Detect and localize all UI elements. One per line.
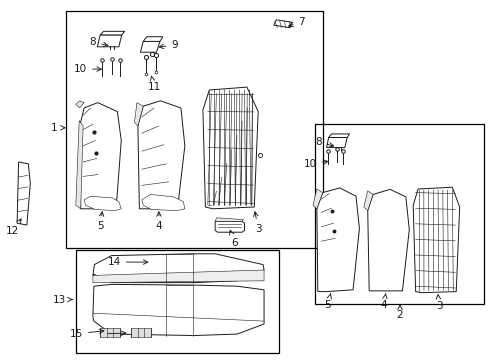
Polygon shape	[142, 194, 184, 211]
Polygon shape	[76, 121, 83, 209]
Text: 1: 1	[51, 123, 58, 133]
Polygon shape	[17, 162, 30, 225]
Text: 4: 4	[155, 212, 162, 231]
Polygon shape	[84, 196, 121, 211]
Polygon shape	[215, 221, 244, 232]
Polygon shape	[215, 218, 243, 221]
Text: 3: 3	[435, 294, 442, 311]
Polygon shape	[312, 189, 322, 209]
Polygon shape	[97, 35, 122, 47]
Polygon shape	[363, 191, 372, 211]
Text: 15: 15	[70, 329, 103, 339]
Polygon shape	[203, 87, 258, 209]
Text: 5: 5	[324, 294, 331, 310]
Text: 4: 4	[380, 294, 386, 310]
Polygon shape	[100, 31, 124, 35]
Polygon shape	[93, 284, 264, 336]
Polygon shape	[134, 103, 143, 126]
Bar	[315, 124, 483, 304]
Text: 8: 8	[89, 37, 107, 48]
Text: 13: 13	[53, 294, 66, 305]
Polygon shape	[412, 187, 459, 293]
Polygon shape	[328, 134, 349, 138]
Text: 10: 10	[303, 159, 327, 169]
Bar	[76, 250, 278, 353]
Polygon shape	[93, 270, 264, 283]
Polygon shape	[100, 328, 120, 337]
Polygon shape	[76, 101, 84, 108]
Polygon shape	[93, 254, 264, 283]
Polygon shape	[367, 189, 408, 291]
Polygon shape	[131, 328, 150, 337]
Text: 5: 5	[97, 212, 103, 231]
Text: 7: 7	[288, 17, 305, 27]
Text: 9: 9	[159, 40, 178, 50]
Polygon shape	[80, 103, 121, 209]
Polygon shape	[140, 41, 160, 52]
Text: 3: 3	[253, 212, 261, 234]
Text: 2: 2	[396, 310, 403, 320]
Text: 8: 8	[314, 137, 333, 147]
Polygon shape	[273, 20, 292, 28]
Text: 14: 14	[107, 257, 147, 267]
Text: 11: 11	[147, 76, 161, 92]
Polygon shape	[326, 138, 346, 148]
Text: 10: 10	[74, 64, 101, 74]
Polygon shape	[143, 37, 163, 41]
Bar	[66, 11, 322, 248]
Polygon shape	[316, 188, 359, 292]
Text: 6: 6	[229, 230, 238, 248]
Polygon shape	[138, 101, 184, 209]
Text: 12: 12	[5, 219, 21, 236]
